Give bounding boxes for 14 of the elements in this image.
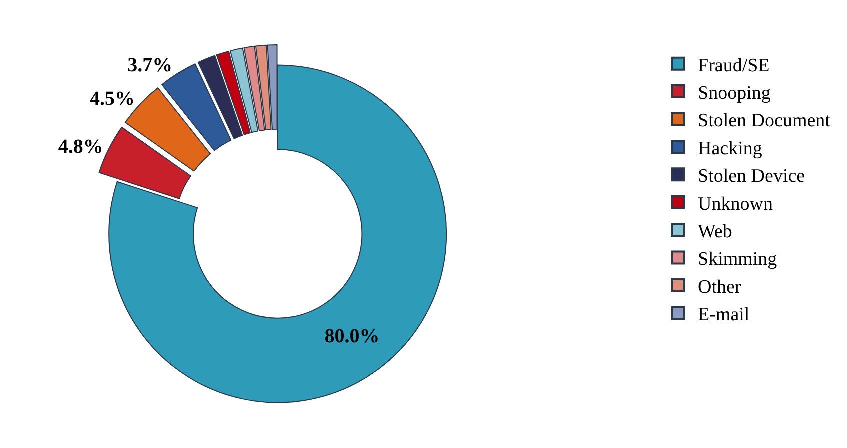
legend-label: Fraud/SE xyxy=(698,55,770,76)
legend-label: Stolen Device xyxy=(698,166,806,188)
data-label: 3.7% xyxy=(128,54,173,77)
legend-label: Stolen Document xyxy=(698,110,832,132)
legend-label: Skimming xyxy=(698,249,778,270)
data-label: 80.0% xyxy=(324,325,380,348)
data-label: 4.8% xyxy=(58,136,104,158)
legend-label: Snooping xyxy=(698,82,772,104)
legend-label: Hacking xyxy=(698,138,763,160)
legend-label: Other xyxy=(698,276,742,298)
legend-label: E-mail xyxy=(698,304,750,326)
data-label: 4.5% xyxy=(90,88,135,110)
legend-label: Unknown xyxy=(698,194,774,215)
legend-label: Web xyxy=(698,221,732,242)
